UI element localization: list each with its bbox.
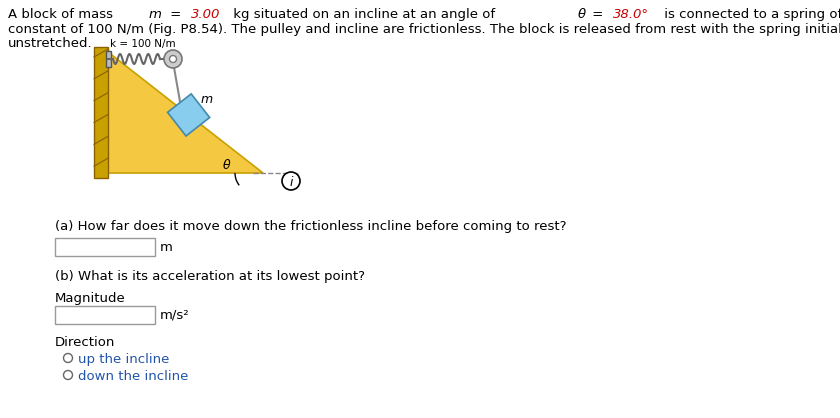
Circle shape — [164, 50, 182, 68]
FancyBboxPatch shape — [55, 306, 155, 324]
Text: k = 100 N/m: k = 100 N/m — [110, 39, 176, 49]
Text: i: i — [289, 176, 293, 189]
Text: 38.0°: 38.0° — [613, 8, 649, 21]
Polygon shape — [167, 94, 210, 136]
Text: (b) What is its acceleration at its lowest point?: (b) What is its acceleration at its lowe… — [55, 270, 365, 283]
Text: θ: θ — [223, 159, 231, 172]
Text: constant of 100 N/m (Fig. P8.54). The pulley and incline are frictionless. The b: constant of 100 N/m (Fig. P8.54). The pu… — [8, 23, 840, 36]
Text: θ: θ — [578, 8, 585, 21]
Text: m: m — [160, 241, 173, 254]
Text: m: m — [201, 93, 213, 106]
Text: unstretched.: unstretched. — [8, 37, 92, 50]
Text: 3.00: 3.00 — [191, 8, 220, 21]
Bar — [106, 51, 111, 67]
Text: m/s²: m/s² — [160, 309, 190, 322]
Text: m: m — [149, 8, 162, 21]
Text: is connected to a spring of negligible mass having a spring: is connected to a spring of negligible m… — [659, 8, 840, 21]
Text: =: = — [165, 8, 185, 21]
Bar — [94, 47, 108, 178]
Text: A block of mass: A block of mass — [8, 8, 118, 21]
Text: kg situated on an incline at an angle of: kg situated on an incline at an angle of — [228, 8, 499, 21]
Circle shape — [64, 370, 72, 380]
Text: Magnitude: Magnitude — [55, 292, 126, 305]
Text: Direction: Direction — [55, 336, 115, 349]
Circle shape — [170, 56, 176, 63]
Circle shape — [282, 172, 300, 190]
FancyBboxPatch shape — [55, 238, 155, 256]
Text: up the incline: up the incline — [78, 353, 170, 366]
Polygon shape — [108, 52, 263, 173]
Text: (a) How far does it move down the frictionless incline before coming to rest?: (a) How far does it move down the fricti… — [55, 220, 566, 233]
Circle shape — [64, 354, 72, 362]
Text: =: = — [588, 8, 607, 21]
Text: down the incline: down the incline — [78, 370, 188, 383]
